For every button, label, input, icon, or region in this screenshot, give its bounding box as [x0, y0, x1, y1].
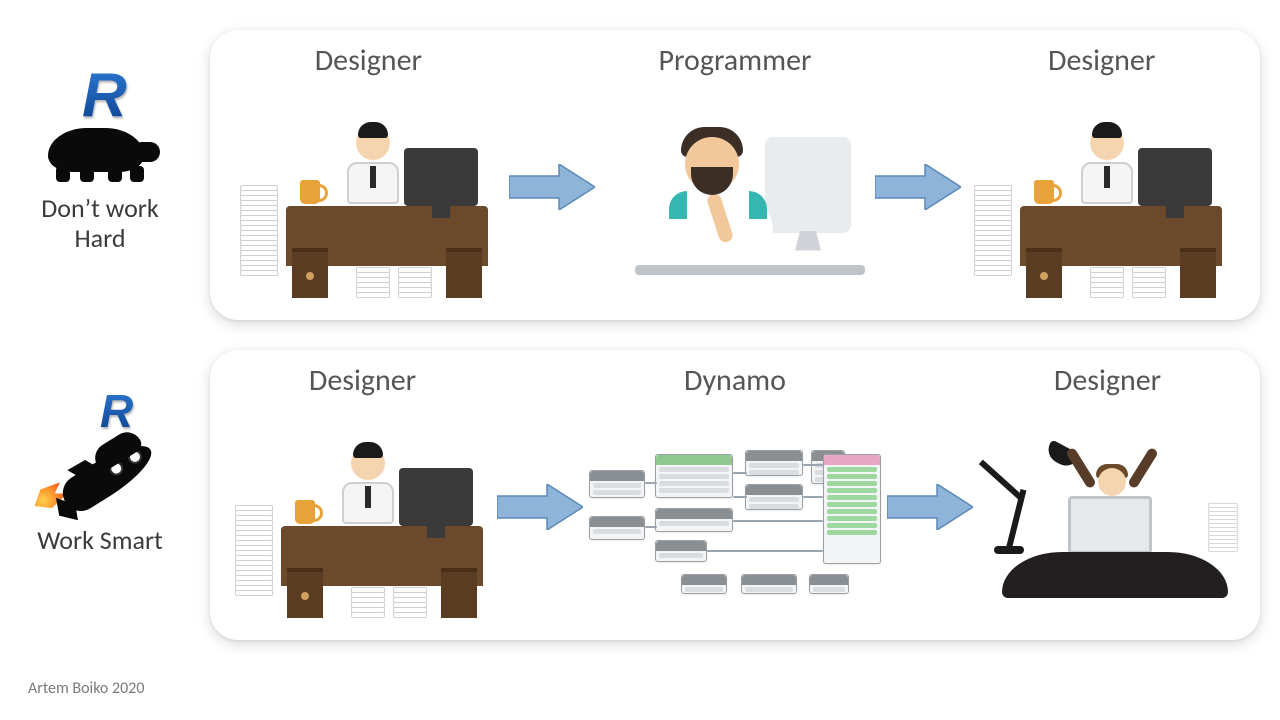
hard-stage-3-title: Designer — [1048, 42, 1155, 79]
desk — [286, 206, 488, 266]
revit-r-letter: R — [82, 60, 127, 131]
arrow-hard-2 — [873, 42, 963, 302]
designer-person-icon — [338, 126, 408, 206]
imac-icon — [765, 137, 851, 233]
smart-stage-2-title: Dynamo — [684, 362, 786, 399]
paper-stack-left — [240, 186, 278, 276]
sidebar-top-label-line1: Don’t work — [41, 192, 158, 224]
programmer-graphic — [597, 85, 874, 302]
smart-stage-1: Designer — [230, 362, 495, 622]
panel-hard: Designer — [210, 30, 1260, 320]
happy-designer-graphic — [975, 405, 1240, 622]
monitor-icon — [404, 148, 478, 206]
smart-stage-2: Dynamo — [585, 362, 885, 622]
turtle-revit-icon: R — [30, 66, 170, 186]
paper-stack-front-1 — [356, 268, 390, 298]
arrow-smart-1 — [495, 362, 585, 622]
sidebar-top-block: R Don’t work Hard — [0, 66, 200, 254]
sidebar-top-label-line2: Hard — [74, 222, 125, 254]
panel-smart: Designer Dynamo — [210, 350, 1260, 640]
hard-stage-2: Programmer — [597, 42, 874, 302]
dynamo-node — [655, 540, 707, 562]
sidebar-bottom-label: Work Smart — [0, 526, 200, 556]
arrow-right-icon — [887, 484, 973, 530]
rocket-turtle-revit-icon: R — [30, 398, 170, 518]
dynamo-wire — [707, 550, 823, 552]
dynamo-node — [809, 574, 849, 594]
arrow-right-icon — [497, 484, 583, 530]
arrow-smart-2 — [885, 362, 975, 622]
smart-stage-3-title: Designer — [1054, 362, 1161, 399]
dynamo-wire — [645, 482, 657, 484]
sidebar-top-label: Don’t work Hard — [0, 194, 200, 254]
dynamo-node — [745, 484, 803, 510]
busy-designer-graphic — [230, 405, 495, 622]
dynamo-node — [589, 516, 645, 540]
paper-stack-front-2 — [398, 268, 432, 298]
dynamo-wire — [733, 496, 747, 498]
sidebar: R Don’t work Hard R Work Smart — [0, 0, 200, 720]
arrow-hard-1 — [507, 42, 597, 302]
smart-stage-1-title: Designer — [309, 362, 416, 399]
desk — [1002, 552, 1228, 598]
coffee-mug-icon — [300, 180, 320, 204]
dynamo-node — [655, 508, 733, 532]
credit-text: Artem Boiko 2020 — [28, 679, 144, 698]
busy-designer-graphic — [230, 85, 507, 302]
dynamo-graph-graphic — [585, 405, 885, 622]
hard-stage-2-title: Programmer — [659, 42, 812, 79]
monitor-icon — [1068, 496, 1152, 554]
sidebar-bottom-block: R Work Smart — [0, 398, 200, 556]
dynamo-node — [823, 454, 881, 564]
dynamo-wire — [803, 496, 823, 498]
dynamo-node — [741, 574, 797, 594]
dynamo-wire — [803, 464, 823, 466]
busy-designer-graphic — [963, 85, 1240, 302]
dynamo-wire — [733, 472, 747, 474]
dynamo-wire — [733, 520, 823, 522]
arrow-right-icon — [509, 164, 595, 210]
smart-stage-3: Designer — [975, 362, 1240, 622]
revit-r-letter-small: R — [100, 384, 133, 438]
dynamo-node — [589, 470, 645, 498]
dynamo-node — [681, 574, 727, 594]
hard-stage-3: Designer — [963, 42, 1240, 302]
paper-stack-small — [1208, 504, 1238, 552]
dynamo-wire — [645, 526, 657, 528]
dynamo-node — [655, 454, 733, 498]
hard-stage-1-title: Designer — [315, 42, 422, 79]
arrow-right-icon — [875, 164, 961, 210]
hard-stage-1: Designer — [230, 42, 507, 302]
desk-lamp-icon — [988, 444, 1078, 554]
dynamo-node — [745, 450, 803, 476]
